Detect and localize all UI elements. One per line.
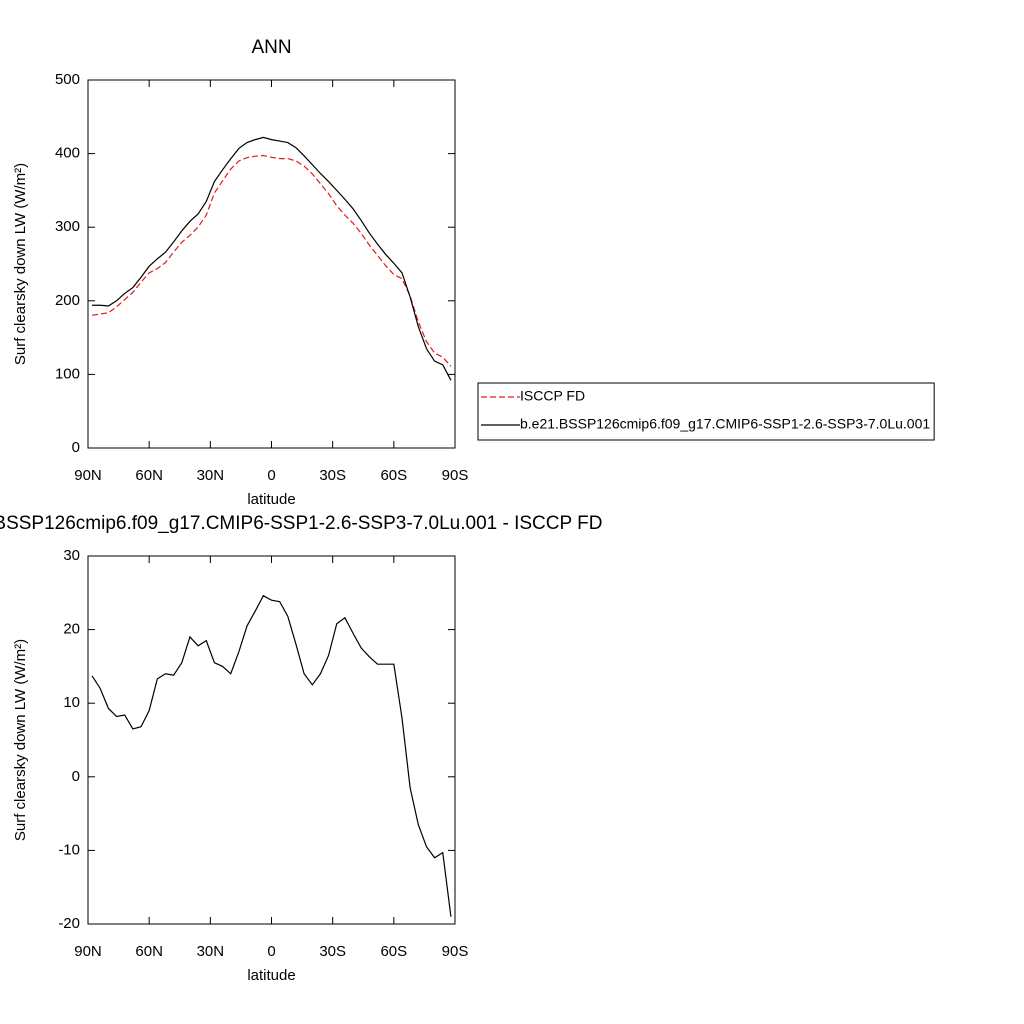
y-tick-label: 200: [55, 292, 80, 309]
x-tick-label: 30S: [319, 467, 346, 484]
legend: ISCCP FD b.e21.BSSP126cmip6.f09_g17.CMIP6…: [477, 382, 935, 441]
plot-frame: [87, 79, 456, 449]
x-tick-label: 60N: [135, 467, 163, 484]
y-tick-label: 500: [55, 71, 80, 88]
y-tick-label: 20: [63, 621, 80, 638]
data-line: [91, 594, 452, 917]
x-tick-label: 90N: [74, 943, 102, 960]
data-line: [92, 136, 452, 381]
x-axis-label: latitude: [247, 967, 295, 984]
x-tick-label: 30S: [319, 943, 346, 960]
x-tick-label: 60S: [380, 467, 407, 484]
x-tick-label: 90S: [442, 467, 469, 484]
y-tick-label: 10: [63, 694, 80, 711]
x-tick-label: 60N: [135, 943, 163, 960]
y-tick-label: 30: [63, 547, 80, 564]
x-tick-label: 0: [267, 943, 275, 960]
y-tick-label: 400: [55, 145, 80, 162]
chart-title: ANN: [251, 37, 291, 58]
x-tick-label: 60S: [380, 943, 407, 960]
legend-box: [477, 382, 935, 441]
y-tick-label: -20: [58, 915, 80, 932]
y-axis-label: Surf clearsky down LW (W/m²): [12, 163, 29, 365]
x-tick-label: 30N: [197, 943, 225, 960]
chart-title: b.e21.BSSP126cmip6.f09_g17.CMIP6-SSP1-2.…: [0, 513, 602, 534]
y-tick-label: 0: [72, 439, 80, 456]
y-tick-label: 300: [55, 218, 80, 235]
legend-label: b.e21.BSSP126cmip6.f09_g17.CMIP6-SSP1-2.…: [520, 416, 930, 432]
x-axis-label: latitude: [247, 491, 295, 508]
y-tick-label: 100: [55, 365, 80, 382]
data-line: [91, 154, 452, 367]
x-tick-label: 30N: [197, 467, 225, 484]
x-tick-label: 90S: [442, 943, 469, 960]
x-tick-label: 90N: [74, 467, 102, 484]
x-tick-label: 0: [267, 467, 275, 484]
y-tick-label: -10: [58, 841, 80, 858]
y-axis-label: Surf clearsky down LW (W/m²): [12, 639, 29, 841]
plot-frame: [87, 555, 456, 925]
y-tick-label: 0: [72, 768, 80, 785]
legend-label: ISCCP FD: [520, 388, 585, 404]
